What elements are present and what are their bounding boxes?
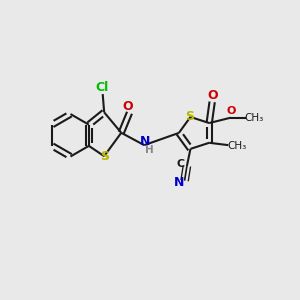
Text: S: S — [185, 110, 194, 123]
Text: O: O — [123, 100, 133, 113]
Text: CH₃: CH₃ — [228, 141, 247, 151]
Text: H: H — [145, 146, 154, 155]
Text: N: N — [173, 176, 184, 189]
Text: S: S — [100, 150, 109, 163]
Text: O: O — [207, 89, 218, 102]
Text: Cl: Cl — [95, 81, 109, 94]
Text: N: N — [140, 135, 150, 148]
Text: O: O — [226, 106, 236, 116]
Text: C: C — [177, 159, 185, 169]
Text: CH₃: CH₃ — [244, 113, 264, 123]
